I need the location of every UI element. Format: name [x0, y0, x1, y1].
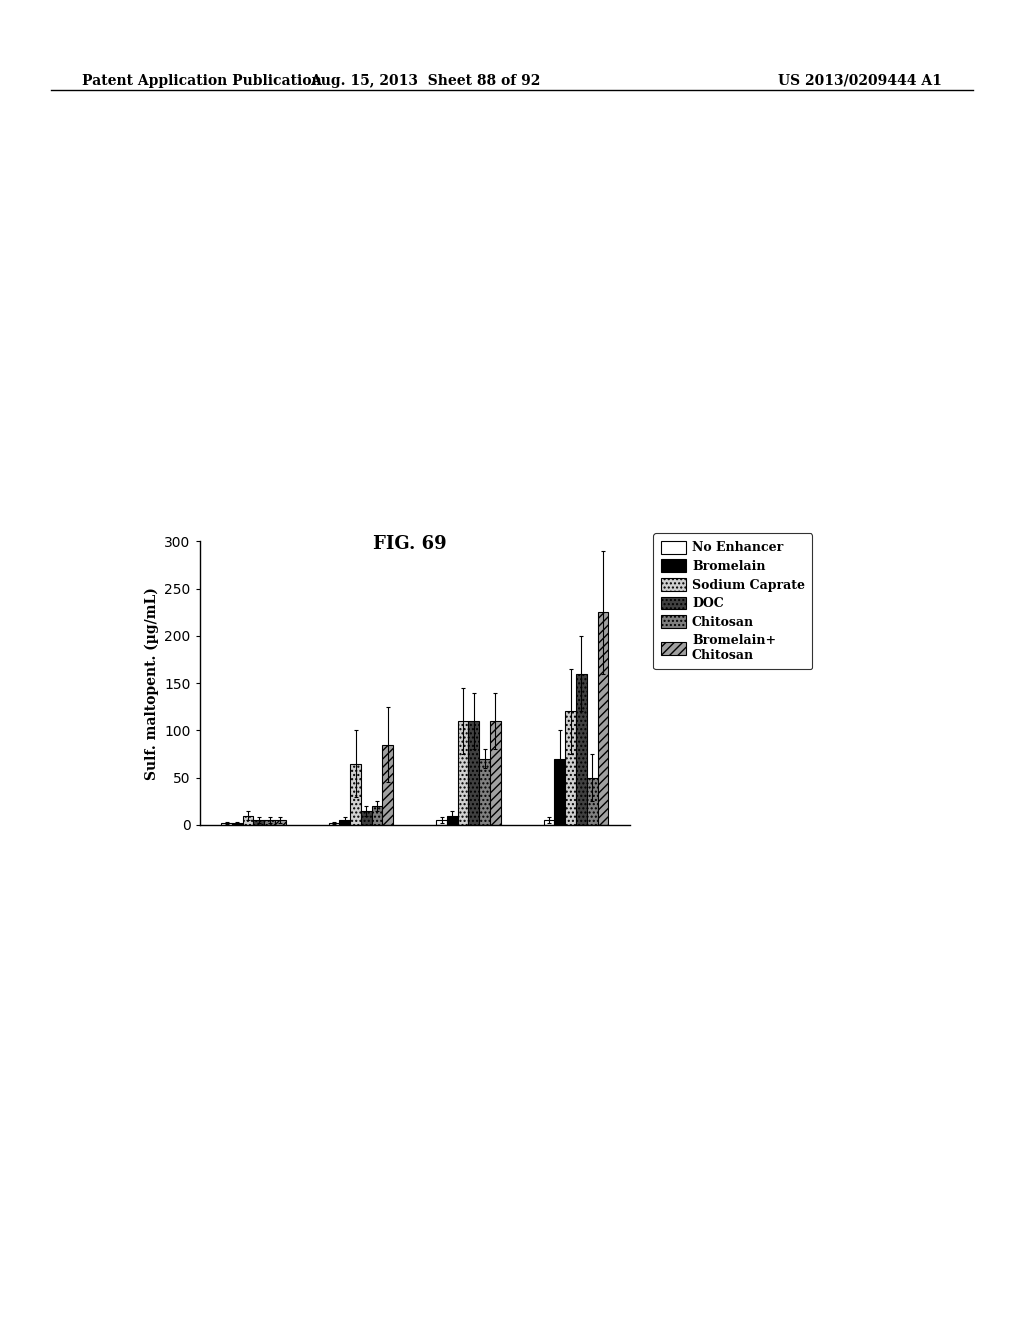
Bar [360, 810, 372, 825]
Bar [243, 816, 254, 825]
Bar [221, 824, 231, 825]
Bar [587, 777, 597, 825]
Bar [436, 820, 446, 825]
Bar [264, 820, 274, 825]
Bar [458, 721, 468, 825]
Bar [383, 744, 393, 825]
Bar [555, 759, 565, 825]
Bar [479, 759, 489, 825]
Bar [254, 820, 264, 825]
Text: FIG. 69: FIG. 69 [373, 535, 446, 553]
Bar [350, 763, 360, 825]
Legend: No Enhancer, Bromelain, Sodium Caprate, DOC, Chitosan, Bromelain+
Chitosan: No Enhancer, Bromelain, Sodium Caprate, … [653, 533, 812, 669]
Text: Aug. 15, 2013  Sheet 88 of 92: Aug. 15, 2013 Sheet 88 of 92 [310, 74, 540, 88]
Bar [468, 721, 479, 825]
Text: Patent Application Publication: Patent Application Publication [82, 74, 322, 88]
Bar [565, 711, 575, 825]
Y-axis label: Sulf. maltopent. (µg/mL): Sulf. maltopent. (µg/mL) [144, 586, 159, 780]
Bar [598, 612, 608, 825]
Bar [329, 824, 340, 825]
Text: US 2013/0209444 A1: US 2013/0209444 A1 [778, 74, 942, 88]
Bar [490, 721, 501, 825]
Bar [446, 816, 458, 825]
Bar [544, 820, 555, 825]
Bar [274, 820, 286, 825]
Bar [372, 807, 383, 825]
Bar [231, 824, 243, 825]
Bar [575, 673, 587, 825]
Bar [340, 820, 350, 825]
